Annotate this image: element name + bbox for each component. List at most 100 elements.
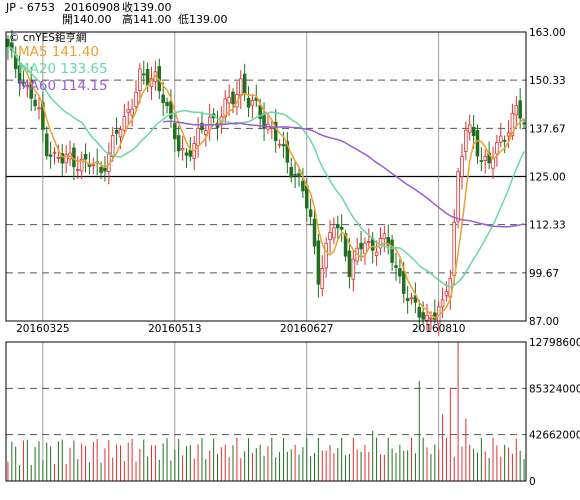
chart-legend: © cnYES鉅亨網 MA5 141.40 MA20 133.65 MA60 1… [9, 31, 108, 94]
price-gridlines [6, 32, 526, 481]
moving-average-lines [7, 46, 525, 319]
volume-gridlines [6, 387, 526, 436]
candle [161, 81, 165, 116]
candle [320, 255, 325, 297]
candle [409, 292, 414, 305]
price-tick-label: 125.00 [529, 172, 566, 184]
candle [491, 146, 495, 180]
header-open: 開140.00 [62, 13, 112, 26]
price-tick-label: 87.00 [529, 316, 559, 328]
ma20-line [7, 46, 525, 288]
candle [10, 29, 14, 59]
candle [37, 96, 41, 120]
candle [363, 237, 367, 265]
candle [339, 214, 344, 242]
candle [308, 198, 313, 226]
date-tick-label: 20160513 [148, 323, 201, 335]
candle [207, 103, 212, 141]
price-tick-label: 137.67 [529, 123, 566, 135]
candle [382, 225, 387, 252]
candle [398, 258, 402, 284]
candle [324, 237, 328, 278]
ma60-line [163, 120, 525, 228]
header-high: 高141.00 [122, 12, 172, 26]
candle [13, 46, 18, 79]
candle [235, 81, 239, 116]
candle [328, 220, 332, 253]
header-close: 收139.00 [122, 0, 172, 14]
candle [250, 94, 255, 119]
candle [297, 168, 301, 187]
candle [196, 117, 200, 158]
candle [173, 114, 177, 153]
candle [289, 157, 293, 183]
candle [142, 60, 146, 85]
candle [165, 97, 169, 114]
price-panel-frame [5, 31, 527, 322]
candle [33, 93, 37, 111]
candle [475, 124, 480, 164]
candle [464, 121, 468, 161]
candle [522, 118, 526, 130]
candle [239, 70, 243, 109]
date-axis-ticks: 20160325 20160513 20160627 20160810 [16, 323, 465, 335]
candle [76, 156, 80, 179]
candle [386, 224, 390, 255]
candle [440, 287, 445, 319]
candle [68, 140, 72, 166]
candle [433, 299, 437, 324]
ma5-line [7, 46, 525, 319]
candle [425, 303, 429, 332]
candle [374, 240, 379, 266]
header-low: 低139.00 [178, 13, 228, 26]
volume-tick-label: 127986000 [529, 337, 580, 349]
candle [192, 135, 196, 171]
candle [149, 66, 154, 100]
candle [417, 299, 422, 330]
candle [502, 135, 507, 154]
brand-watermark: © cnYES鉅亨網 [9, 31, 86, 44]
volume-bars [7, 342, 525, 481]
candle [246, 86, 251, 117]
candle [204, 123, 208, 147]
candle [25, 79, 30, 98]
volume-tick-label: 85324000 [529, 383, 580, 395]
candle [126, 101, 130, 125]
candle [200, 111, 204, 134]
candle [114, 117, 119, 145]
candle [332, 217, 336, 245]
candle [138, 63, 142, 104]
candle [48, 141, 53, 169]
candle [359, 231, 363, 262]
candle [421, 301, 425, 324]
date-tick-label: 20160810 [412, 323, 465, 335]
candle [467, 114, 472, 141]
legend-ma20: MA20 133.65 [18, 61, 108, 77]
candle [41, 91, 45, 142]
candle [242, 63, 247, 102]
candle [312, 207, 317, 255]
legend-ma5: MA5 141.40 [18, 44, 99, 60]
candle [79, 151, 84, 180]
candle [405, 285, 410, 314]
candle [176, 125, 181, 158]
candle [122, 103, 127, 135]
candle [134, 80, 138, 113]
chart-header: JP - 6753 20160908 收139.00 開140.00 高141.… [5, 0, 228, 26]
candle [64, 145, 68, 174]
candle [91, 157, 96, 175]
candle [499, 122, 503, 147]
candle [277, 139, 282, 149]
candle [351, 250, 356, 292]
candle [448, 269, 453, 310]
candle [413, 282, 418, 314]
candle [52, 147, 57, 165]
candle [479, 147, 484, 172]
candle [60, 144, 65, 176]
candle [514, 95, 519, 128]
candle [72, 143, 76, 180]
candle [273, 108, 278, 153]
candle [355, 237, 359, 266]
candle [336, 215, 340, 239]
